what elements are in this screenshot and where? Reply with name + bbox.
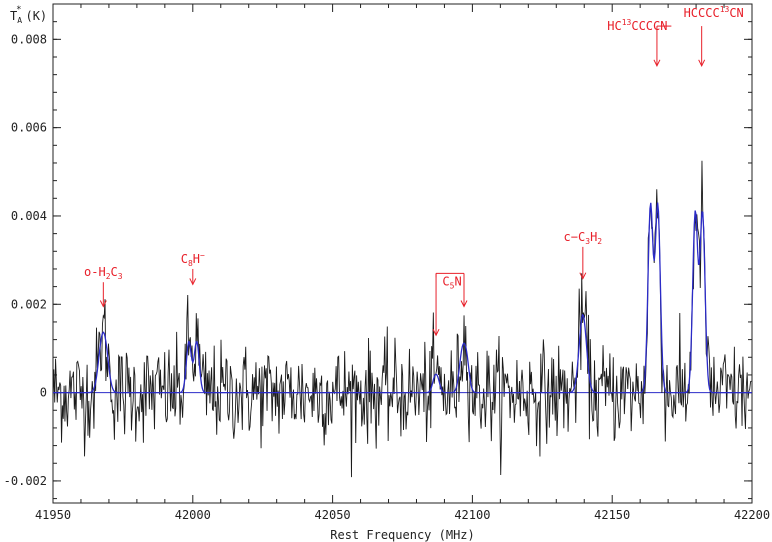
x-tick-labels: 41950 42000 42050 42100 42150 42200: [35, 508, 770, 522]
annotation-label: o-H2C3: [84, 265, 123, 281]
x-tick-label: 42000: [175, 508, 211, 522]
y-axis-subscript: A: [17, 16, 22, 25]
annotation-arrow-head: [698, 59, 706, 67]
annotation-arrow-head: [432, 328, 440, 337]
annotation-arrow-head: [653, 59, 661, 67]
annotation-hc13cccn: HC13CCCCN: [607, 18, 672, 67]
annotation-label: C5N: [442, 274, 461, 290]
annotation-hcccc13cn: HCCCC13CN: [684, 5, 744, 67]
annotation-c-c3h2: c−C3H2: [564, 230, 603, 280]
x-tick-label: 42150: [594, 508, 630, 522]
spectrum-line: [52, 160, 752, 478]
y-tick-label: -0.002: [4, 474, 47, 488]
plot-frame: [52, 3, 753, 504]
tick-marks: [52, 3, 753, 503]
annotation-c8h: C8H−: [181, 251, 205, 286]
x-axis-label: Rest Frequency (MHz): [330, 528, 475, 542]
annotation-label: HCCCC13CN: [684, 5, 744, 20]
fit-series: [53, 202, 752, 394]
y-tick-label: 0: [40, 386, 47, 400]
y-axis-label: TA* (K): [10, 5, 47, 25]
x-tick-label: 41950: [35, 508, 71, 522]
y-tick-label: 0.004: [11, 209, 47, 223]
annotation-label: HC13CCCCN: [607, 18, 667, 33]
annotation-arrow-head: [460, 300, 468, 308]
annotation-label: c−C3H2: [564, 230, 603, 246]
y-tick-label: 0.002: [11, 297, 47, 311]
annotation-arrow-head: [99, 300, 107, 308]
annotation-label: C8H−: [181, 251, 205, 268]
annotation-c5n: C5N: [432, 272, 468, 337]
fit-line: [53, 202, 752, 394]
y-axis-unit: (K): [25, 9, 47, 23]
x-tick-label: 42200: [734, 508, 770, 522]
y-axis-symbol: T: [10, 9, 17, 23]
x-tick-label: 42050: [315, 508, 351, 522]
annotation-o-h2c3: o-H2C3: [84, 265, 123, 308]
y-tick-labels: -0.002 0 0.002 0.004 0.006 0.008: [4, 32, 47, 488]
y-tick-label: 0.008: [11, 32, 47, 46]
annotation-arrow-head: [579, 272, 587, 280]
annotation-arrow-head: [189, 278, 197, 286]
spectrum-series: [52, 160, 752, 478]
y-axis-superscript: *: [16, 5, 21, 15]
y-tick-label: 0.006: [11, 121, 47, 135]
line-annotations: o-H2C3 C8H− C5N c−C3H2 HC13CCCCN HCCCC13CN: [84, 5, 744, 337]
x-tick-label: 42100: [454, 508, 490, 522]
